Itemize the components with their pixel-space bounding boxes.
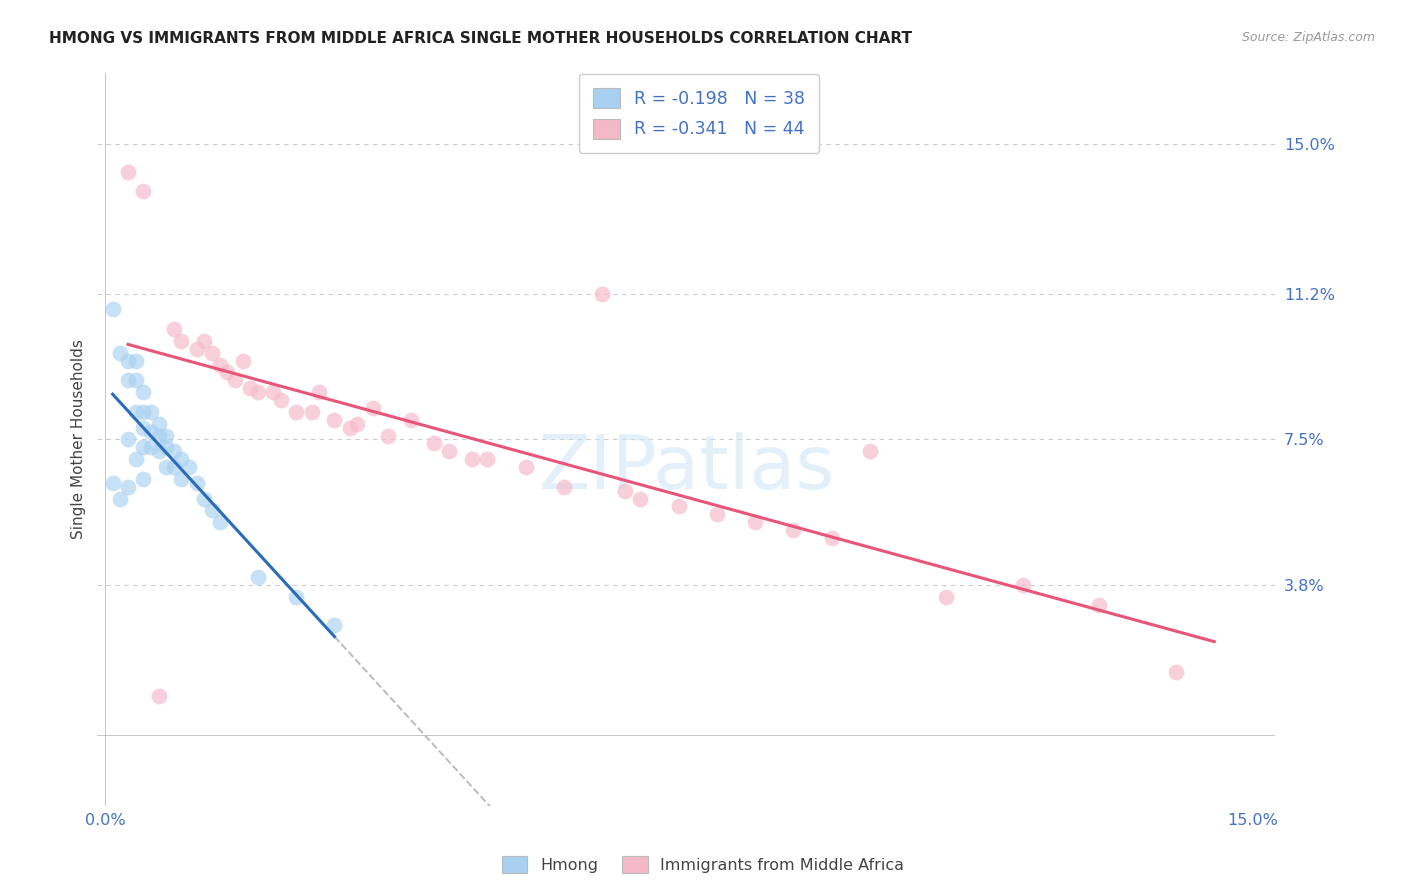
Point [208, 358, 231, 372]
Point [148, 444, 170, 458]
Point [101, 302, 124, 317]
Point [117, 373, 139, 387]
Legend: R = -0.198   N = 38, R = -0.341   N = 44: R = -0.198 N = 38, R = -0.341 N = 44 [579, 74, 820, 153]
Point [101, 475, 124, 490]
Point [361, 401, 384, 415]
Point [132, 472, 155, 486]
Point [186, 342, 208, 356]
Point [148, 428, 170, 442]
Y-axis label: Single Mother Households: Single Mother Households [72, 340, 86, 540]
Point [132, 441, 155, 455]
Point [117, 480, 139, 494]
Point [148, 689, 170, 703]
Point [117, 433, 139, 447]
Point [217, 366, 239, 380]
Point [821, 531, 844, 545]
Point [148, 417, 170, 431]
Point [132, 405, 155, 419]
Text: ZIPatlas: ZIPatlas [538, 433, 835, 505]
Point [591, 286, 613, 301]
Point [339, 420, 361, 434]
Point [246, 385, 269, 400]
Point [668, 500, 690, 514]
Point [132, 184, 155, 198]
Point [155, 460, 177, 475]
Point [208, 515, 231, 529]
Point [935, 590, 957, 604]
Point [270, 393, 292, 408]
Point [308, 385, 330, 400]
Point [239, 381, 262, 395]
Point [399, 413, 422, 427]
Point [439, 444, 461, 458]
Point [201, 503, 224, 517]
Point [170, 472, 193, 486]
Point [323, 413, 346, 427]
Point [155, 441, 177, 455]
Point [323, 617, 346, 632]
Point [262, 385, 284, 400]
Point [706, 508, 728, 522]
Point [377, 428, 399, 442]
Point [744, 515, 766, 529]
Point [139, 425, 162, 439]
Point [285, 405, 308, 419]
Point [179, 460, 201, 475]
Point [201, 346, 224, 360]
Point [1012, 578, 1035, 592]
Point [132, 420, 155, 434]
Point [124, 405, 146, 419]
Point [630, 491, 652, 506]
Point [163, 322, 186, 336]
Point [246, 570, 269, 584]
Point [1164, 665, 1187, 679]
Point [117, 164, 139, 178]
Point [1088, 598, 1111, 612]
Point [170, 334, 193, 348]
Point [117, 353, 139, 368]
Point [163, 460, 186, 475]
Point [515, 460, 537, 475]
Point [346, 417, 368, 431]
Point [232, 353, 254, 368]
Text: Source: ZipAtlas.com: Source: ZipAtlas.com [1241, 31, 1375, 45]
Point [224, 373, 246, 387]
Point [124, 353, 146, 368]
Point [186, 475, 208, 490]
Point [170, 452, 193, 467]
Point [423, 436, 446, 450]
Point [139, 441, 162, 455]
Point [477, 452, 499, 467]
Point [124, 452, 146, 467]
Point [461, 452, 484, 467]
Text: HMONG VS IMMIGRANTS FROM MIDDLE AFRICA SINGLE MOTHER HOUSEHOLDS CORRELATION CHAR: HMONG VS IMMIGRANTS FROM MIDDLE AFRICA S… [49, 31, 912, 46]
Point [859, 444, 882, 458]
Point [782, 523, 804, 537]
Point [285, 590, 308, 604]
Point [193, 334, 215, 348]
Point [139, 405, 162, 419]
Point [155, 428, 177, 442]
Point [193, 491, 215, 506]
Point [124, 373, 146, 387]
Point [553, 480, 575, 494]
Point [301, 405, 323, 419]
Point [163, 444, 186, 458]
Legend: Hmong, Immigrants from Middle Africa: Hmong, Immigrants from Middle Africa [495, 849, 911, 880]
Point [614, 483, 637, 498]
Point [110, 346, 132, 360]
Point [110, 491, 132, 506]
Point [132, 385, 155, 400]
